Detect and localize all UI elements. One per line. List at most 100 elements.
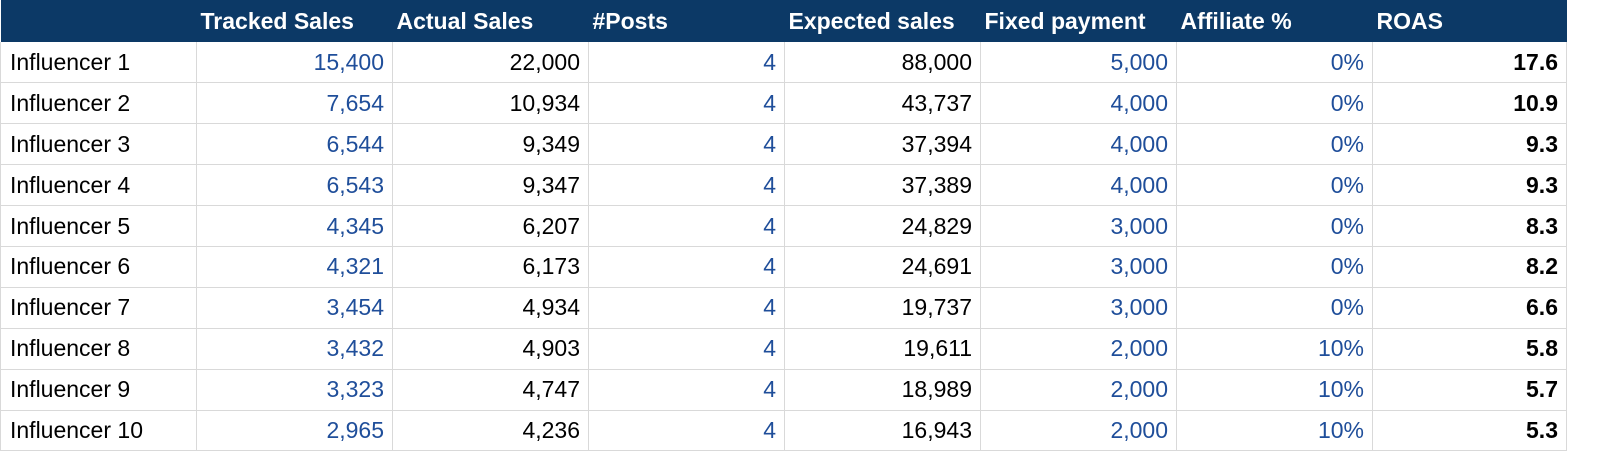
cell-tracked-sales[interactable]: 3,454	[196, 287, 393, 329]
cell-actual-sales[interactable]: 6,173	[392, 246, 589, 288]
cell-influencer-name[interactable]: Influencer 4	[0, 164, 197, 207]
cell-expected-sales[interactable]: 37,389	[784, 164, 981, 207]
cell-influencer-name[interactable]: Influencer 2	[0, 82, 197, 125]
spreadsheet: Tracked Sales Actual Sales #Posts Expect…	[0, 0, 1567, 452]
cell-expected-sales[interactable]: 88,000	[784, 42, 981, 84]
cell-posts[interactable]: 4	[588, 82, 785, 125]
cell-posts[interactable]: 4	[588, 410, 785, 452]
header-cell-affiliate-pct[interactable]: Affiliate %	[1176, 0, 1373, 42]
cell-roas[interactable]: 9.3	[1372, 123, 1567, 166]
cell-actual-sales[interactable]: 9,349	[392, 123, 589, 166]
table-row: Influencer 2 7,654 10,934 4 43,737 4,000 0% 10.…	[0, 82, 1567, 125]
cell-influencer-name[interactable]: Influencer 8	[0, 328, 197, 370]
cell-expected-sales[interactable]: 37,394	[784, 123, 981, 166]
cell-actual-sales[interactable]: 22,000	[392, 42, 589, 84]
cell-tracked-sales[interactable]: 2,965	[196, 410, 393, 452]
cell-roas[interactable]: 8.2	[1372, 246, 1567, 288]
table-row: Influencer 9 3,323 4,747 4 18,989 2,000 10% 5.7	[0, 369, 1567, 411]
header-cell-posts[interactable]: #Posts	[588, 0, 785, 42]
cell-influencer-name[interactable]: Influencer 10	[0, 410, 197, 452]
cell-expected-sales[interactable]: 43,737	[784, 82, 981, 125]
cell-fixed-payment[interactable]: 2,000	[980, 328, 1177, 370]
cell-fixed-payment[interactable]: 2,000	[980, 410, 1177, 452]
cell-tracked-sales[interactable]: 6,544	[196, 123, 393, 166]
cell-roas[interactable]: 8.3	[1372, 205, 1567, 247]
cell-actual-sales[interactable]: 9,347	[392, 164, 589, 207]
table-row: Influencer 4 6,543 9,347 4 37,389 4,000 0% 9.3	[0, 164, 1567, 207]
cell-roas[interactable]: 10.9	[1372, 82, 1567, 125]
cell-fixed-payment[interactable]: 4,000	[980, 164, 1177, 207]
cell-actual-sales[interactable]: 4,934	[392, 287, 589, 329]
header-cell-fixed-payment[interactable]: Fixed payment	[980, 0, 1177, 42]
cell-fixed-payment[interactable]: 3,000	[980, 246, 1177, 288]
cell-affiliate-pct[interactable]: 0%	[1176, 82, 1373, 125]
table-row: Influencer 7 3,454 4,934 4 19,737 3,000 0% 6.6	[0, 287, 1567, 329]
cell-expected-sales[interactable]: 18,989	[784, 369, 981, 411]
cell-posts[interactable]: 4	[588, 205, 785, 247]
cell-affiliate-pct[interactable]: 0%	[1176, 205, 1373, 247]
header-cell-actual-sales[interactable]: Actual Sales	[392, 0, 589, 42]
cell-influencer-name[interactable]: Influencer 6	[0, 246, 197, 288]
cell-affiliate-pct[interactable]: 10%	[1176, 410, 1373, 452]
cell-roas[interactable]: 5.8	[1372, 328, 1567, 370]
cell-tracked-sales[interactable]: 4,345	[196, 205, 393, 247]
cell-posts[interactable]: 4	[588, 287, 785, 329]
cell-expected-sales[interactable]: 24,691	[784, 246, 981, 288]
table-row: Influencer 8 3,432 4,903 4 19,611 2,000 10% 5.8	[0, 328, 1567, 370]
cell-influencer-name[interactable]: Influencer 1	[0, 42, 197, 84]
table-row: Influencer 3 6,544 9,349 4 37,394 4,000 0% 9.3	[0, 123, 1567, 166]
cell-fixed-payment[interactable]: 3,000	[980, 205, 1177, 247]
table-row: Influencer 10 2,965 4,236 4 16,943 2,000 10% 5.…	[0, 410, 1567, 452]
cell-affiliate-pct[interactable]: 0%	[1176, 123, 1373, 166]
cell-roas[interactable]: 5.7	[1372, 369, 1567, 411]
cell-affiliate-pct[interactable]: 10%	[1176, 369, 1373, 411]
cell-fixed-payment[interactable]: 5,000	[980, 42, 1177, 84]
cell-fixed-payment[interactable]: 3,000	[980, 287, 1177, 329]
cell-roas[interactable]: 9.3	[1372, 164, 1567, 207]
cell-posts[interactable]: 4	[588, 123, 785, 166]
cell-affiliate-pct[interactable]: 0%	[1176, 42, 1373, 84]
cell-influencer-name[interactable]: Influencer 5	[0, 205, 197, 247]
cell-actual-sales[interactable]: 4,903	[392, 328, 589, 370]
cell-actual-sales[interactable]: 4,747	[392, 369, 589, 411]
cell-posts[interactable]: 4	[588, 164, 785, 207]
cell-tracked-sales[interactable]: 15,400	[196, 42, 393, 84]
cell-influencer-name[interactable]: Influencer 7	[0, 287, 197, 329]
cell-influencer-name[interactable]: Influencer 3	[0, 123, 197, 166]
cell-posts[interactable]: 4	[588, 246, 785, 288]
table-row: Influencer 5 4,345 6,207 4 24,829 3,000 0% 8.3	[0, 205, 1567, 247]
header-row: Tracked Sales Actual Sales #Posts Expect…	[0, 0, 1567, 42]
cell-tracked-sales[interactable]: 6,543	[196, 164, 393, 207]
cell-affiliate-pct[interactable]: 0%	[1176, 287, 1373, 329]
cell-posts[interactable]: 4	[588, 369, 785, 411]
cell-influencer-name[interactable]: Influencer 9	[0, 369, 197, 411]
cell-actual-sales[interactable]: 4,236	[392, 410, 589, 452]
influencer-table: Tracked Sales Actual Sales #Posts Expect…	[0, 0, 1567, 452]
cell-expected-sales[interactable]: 19,737	[784, 287, 981, 329]
table-row: Influencer 6 4,321 6,173 4 24,691 3,000 0% 8.2	[0, 246, 1567, 288]
cell-fixed-payment[interactable]: 4,000	[980, 82, 1177, 125]
cell-roas[interactable]: 17.6	[1372, 42, 1567, 84]
cell-expected-sales[interactable]: 24,829	[784, 205, 981, 247]
cell-tracked-sales[interactable]: 3,432	[196, 328, 393, 370]
cell-posts[interactable]: 4	[588, 328, 785, 370]
cell-affiliate-pct[interactable]: 0%	[1176, 246, 1373, 288]
cell-fixed-payment[interactable]: 4,000	[980, 123, 1177, 166]
cell-roas[interactable]: 6.6	[1372, 287, 1567, 329]
header-cell-name[interactable]	[0, 0, 197, 42]
header-cell-roas[interactable]: ROAS	[1372, 0, 1567, 42]
cell-tracked-sales[interactable]: 3,323	[196, 369, 393, 411]
cell-expected-sales[interactable]: 16,943	[784, 410, 981, 452]
cell-roas[interactable]: 5.3	[1372, 410, 1567, 452]
cell-actual-sales[interactable]: 6,207	[392, 205, 589, 247]
cell-expected-sales[interactable]: 19,611	[784, 328, 981, 370]
cell-fixed-payment[interactable]: 2,000	[980, 369, 1177, 411]
cell-tracked-sales[interactable]: 7,654	[196, 82, 393, 125]
cell-actual-sales[interactable]: 10,934	[392, 82, 589, 125]
cell-affiliate-pct[interactable]: 0%	[1176, 164, 1373, 207]
header-cell-tracked-sales[interactable]: Tracked Sales	[196, 0, 393, 42]
header-cell-expected-sales[interactable]: Expected sales	[784, 0, 981, 42]
cell-tracked-sales[interactable]: 4,321	[196, 246, 393, 288]
cell-affiliate-pct[interactable]: 10%	[1176, 328, 1373, 370]
cell-posts[interactable]: 4	[588, 42, 785, 84]
